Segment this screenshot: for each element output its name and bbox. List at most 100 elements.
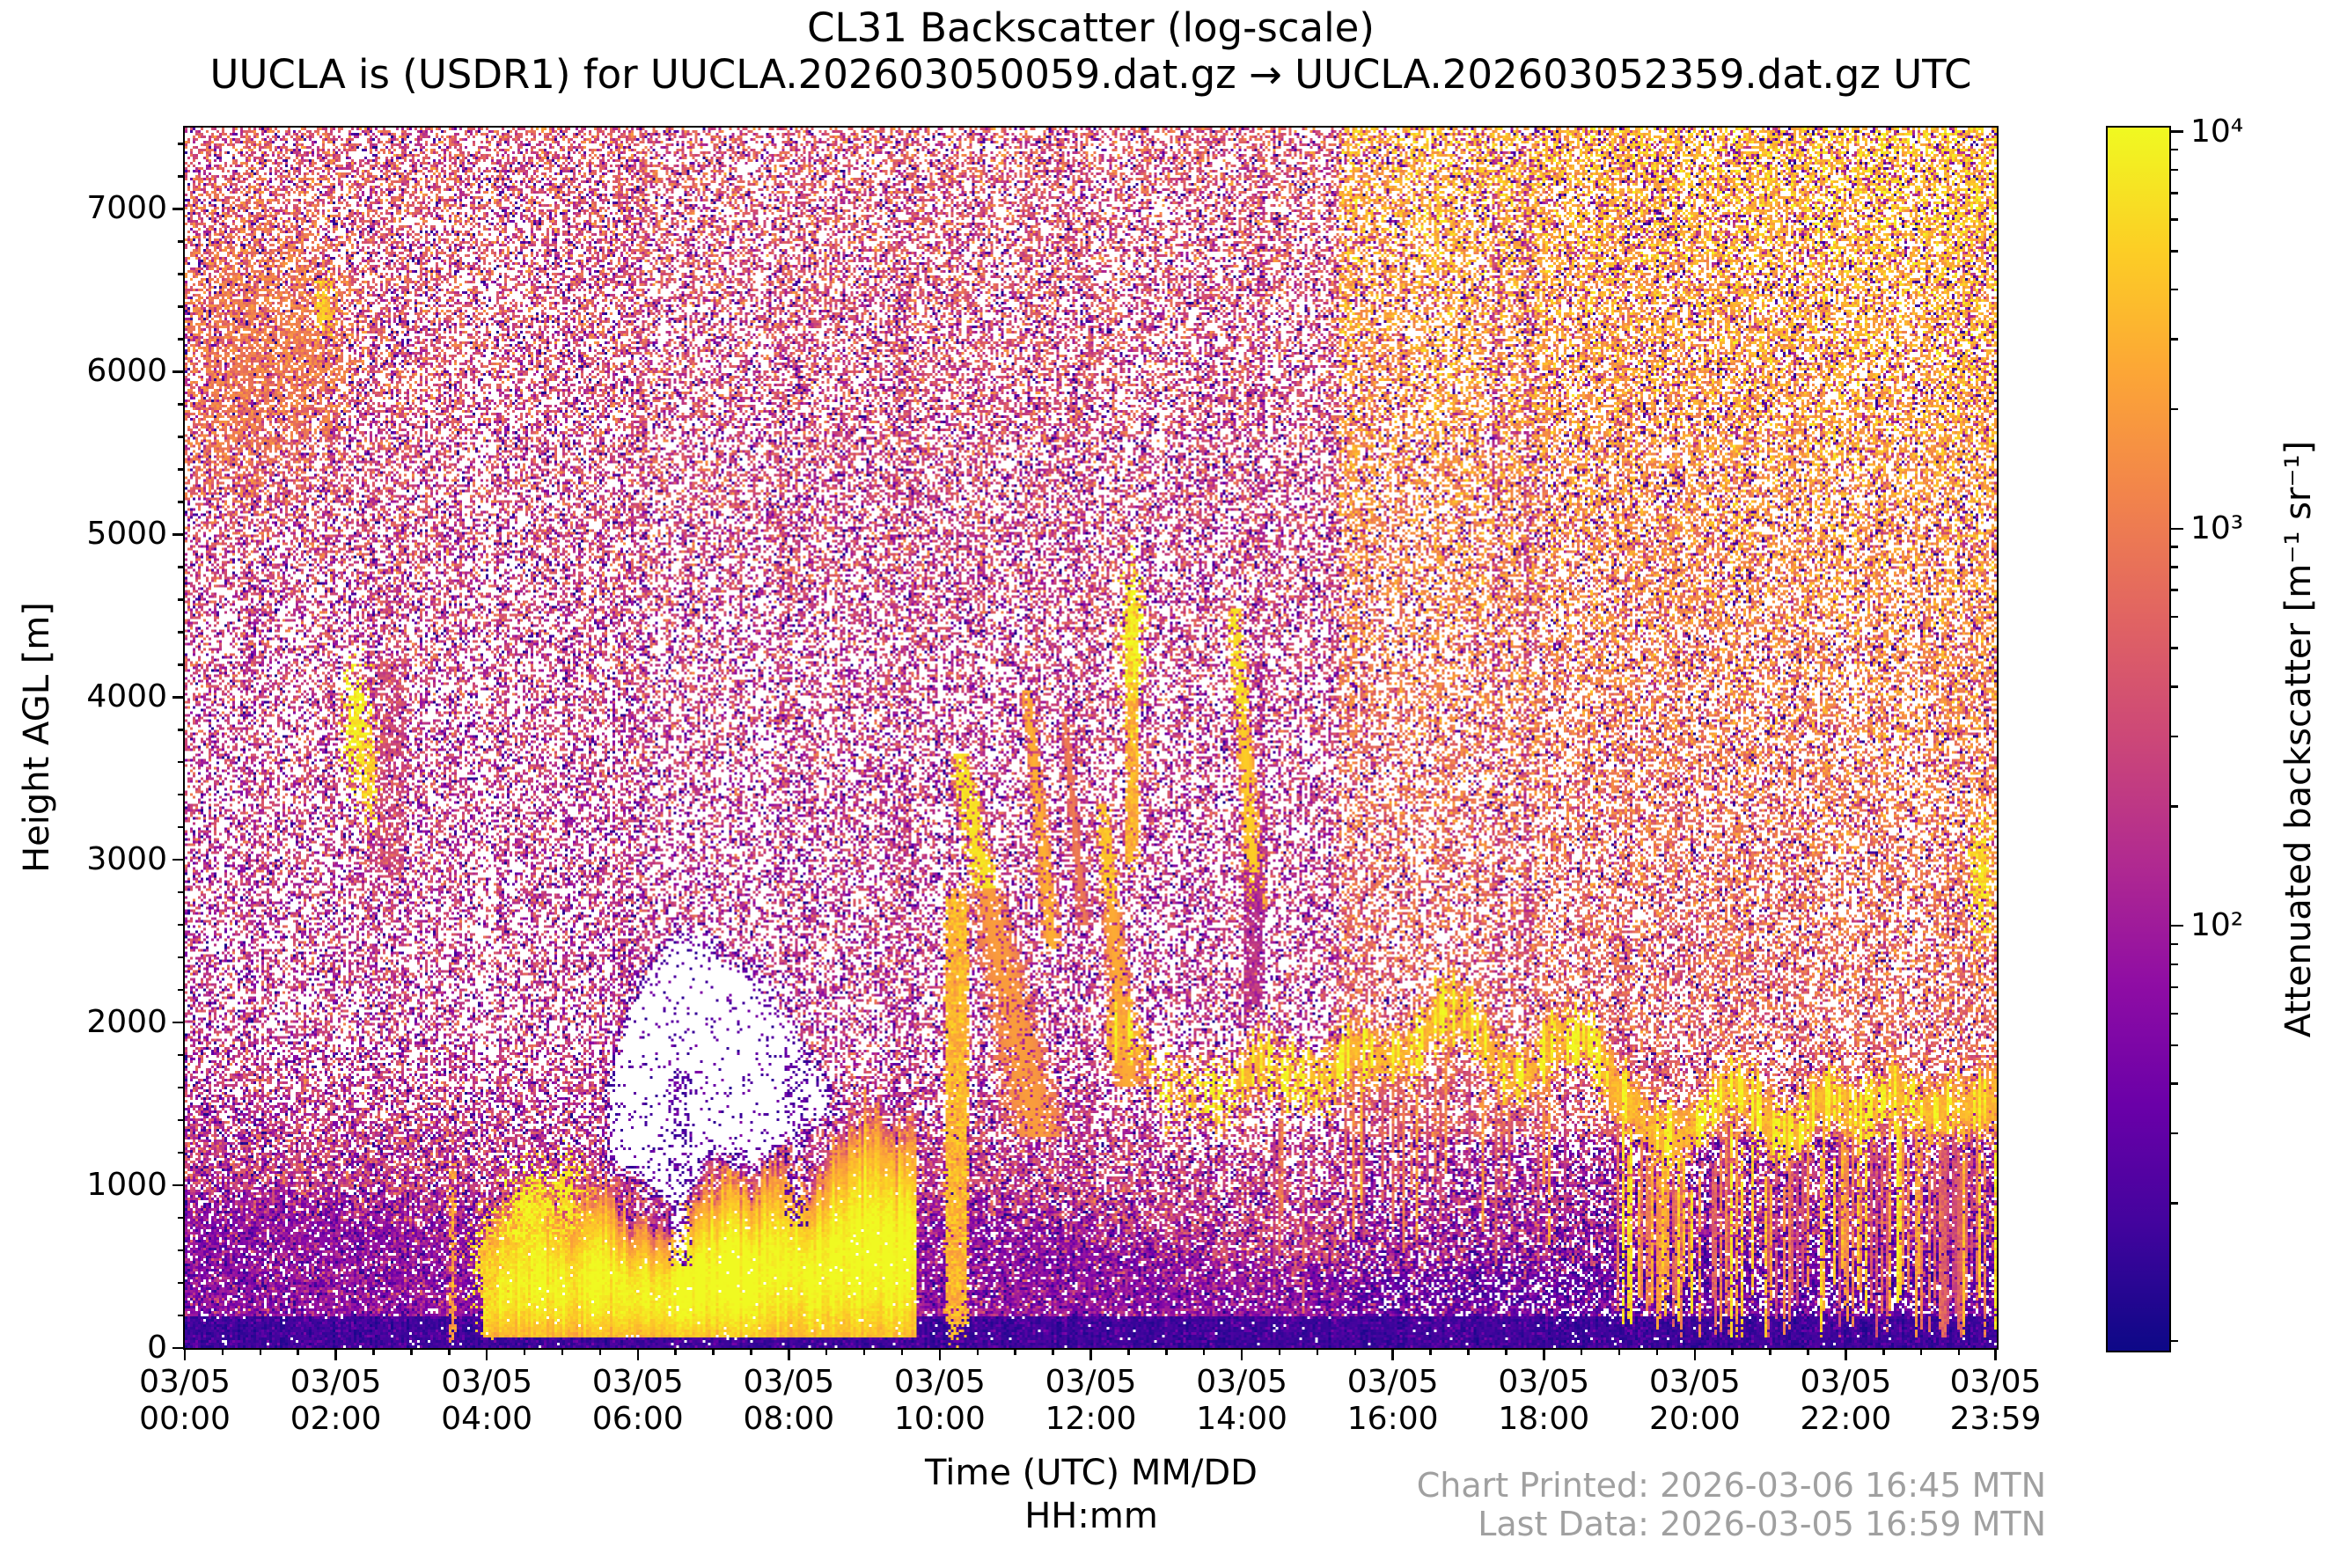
x-tick-minor: [1127, 1348, 1130, 1355]
x-tick-major: [1240, 1348, 1243, 1360]
y-tick-minor: [178, 988, 185, 992]
x-tick-minor: [1429, 1348, 1432, 1355]
y-tick-minor: [178, 501, 185, 503]
x-tick-label: 03/05 02:00: [257, 1364, 415, 1438]
x-tick-label: 03/05 22:00: [1766, 1364, 1925, 1438]
colorbar-tick-minor: [2171, 805, 2178, 808]
y-tick-label: 6000: [86, 353, 167, 390]
y-tick-minor: [178, 305, 185, 308]
x-tick-label: 03/05 12:00: [1012, 1364, 1170, 1438]
x-tick-minor: [259, 1348, 262, 1355]
heatmap-canvas: [185, 128, 1997, 1348]
colorbar-tick-minor: [2171, 407, 2178, 411]
colorbar-tick-label: 10³: [2190, 509, 2244, 546]
colorbar-tick-minor: [2171, 1044, 2178, 1047]
x-tick-major: [1845, 1348, 1847, 1360]
colorbar-tick-minor: [2171, 615, 2178, 619]
x-tick-date: 03/05: [1498, 1364, 1590, 1400]
colorbar-tick-minor: [2171, 288, 2178, 291]
x-tick-time: 08:00: [743, 1401, 835, 1437]
y-tick-minor: [178, 403, 185, 406]
x-tick-minor: [1278, 1348, 1281, 1355]
x-tick-minor: [410, 1348, 413, 1355]
x-tick-minor: [750, 1348, 752, 1355]
x-tick-major: [938, 1348, 942, 1360]
x-tick-time: 06:00: [591, 1401, 684, 1437]
colorbar-tick-major: [2171, 924, 2183, 927]
x-tick-major: [1089, 1348, 1092, 1360]
x-tick-time: 18:00: [1498, 1401, 1590, 1437]
y-tick-major: [172, 370, 185, 373]
colorbar-tick-minor: [2171, 192, 2178, 194]
y-tick-minor: [178, 825, 185, 829]
y-tick-minor: [178, 1086, 185, 1089]
x-tick-minor: [1807, 1348, 1809, 1355]
y-tick-minor: [178, 143, 185, 145]
y-tick-minor: [178, 1281, 185, 1285]
x-axis-label-line1: Time (UTC) MM/DD: [925, 1453, 1258, 1493]
x-tick-minor: [900, 1348, 904, 1355]
y-tick-major: [172, 696, 185, 699]
colorbar-tick-minor: [2171, 985, 2178, 989]
y-tick-minor: [178, 793, 185, 796]
x-tick-minor: [297, 1348, 299, 1355]
colorbar-tick-minor: [2171, 148, 2178, 151]
colorbar-tick-minor: [2171, 1202, 2178, 1205]
x-tick-minor: [523, 1348, 526, 1355]
x-tick-date: 03/05: [1800, 1364, 1892, 1400]
x-tick-minor: [448, 1348, 451, 1355]
y-tick-minor: [178, 1053, 185, 1057]
x-tick-major: [485, 1348, 488, 1360]
x-tick-major: [1391, 1348, 1394, 1360]
x-tick-date: 03/05: [290, 1364, 382, 1400]
colorbar-tick-minor: [2171, 168, 2178, 172]
y-tick-minor: [178, 436, 185, 438]
colorbar-tick-minor: [2171, 546, 2178, 548]
x-tick-date: 03/05: [743, 1364, 835, 1400]
x-tick-minor: [1882, 1348, 1885, 1355]
x-tick-minor: [1052, 1348, 1054, 1355]
x-tick-date: 03/05: [1196, 1364, 1287, 1400]
x-tick-minor: [862, 1348, 866, 1355]
colorbar-tick-minor: [2171, 735, 2178, 738]
y-tick-label: 2000: [86, 1004, 167, 1041]
x-tick-time: 00:00: [139, 1401, 231, 1437]
y-tick-label: 4000: [86, 678, 167, 715]
x-tick-minor: [1731, 1348, 1734, 1355]
x-tick-minor: [1165, 1348, 1168, 1355]
x-tick-major: [183, 1348, 187, 1360]
y-tick-minor: [178, 760, 185, 764]
x-tick-minor: [1957, 1348, 1961, 1355]
y-tick-major: [172, 1021, 185, 1024]
x-tick-minor: [825, 1348, 828, 1355]
y-tick-label: 7000: [86, 190, 167, 227]
y-tick-minor: [178, 240, 185, 243]
x-tick-label: 03/05 14:00: [1163, 1364, 1321, 1438]
x-tick-time: 14:00: [1196, 1401, 1287, 1437]
x-tick-date: 03/05: [139, 1364, 231, 1400]
x-tick-major: [1994, 1348, 1997, 1360]
x-tick-minor: [1580, 1348, 1583, 1355]
x-tick-time: 02:00: [290, 1401, 382, 1437]
y-tick-minor: [178, 956, 185, 959]
x-tick-date: 03/05: [1346, 1364, 1439, 1400]
colorbar-tick-minor: [2171, 685, 2178, 688]
x-tick-time: 10:00: [894, 1401, 986, 1437]
x-tick-date: 03/05: [894, 1364, 986, 1400]
x-tick-date: 03/05: [591, 1364, 684, 1400]
y-tick-major: [172, 858, 185, 861]
colorbar-tick-minor: [2171, 1082, 2178, 1085]
y-tick-label: 0: [147, 1330, 167, 1366]
x-tick-time: 23:59: [1949, 1401, 2042, 1437]
y-tick-minor: [178, 1151, 185, 1154]
colorbar-tick-label: 10⁴: [2190, 113, 2244, 150]
colorbar-tick-minor: [2171, 338, 2178, 341]
colorbar-tick-minor: [2171, 218, 2178, 221]
colorbar-tick-major: [2171, 130, 2183, 133]
colorbar-tick-label: 10²: [2190, 907, 2244, 944]
y-tick-minor: [178, 468, 185, 471]
x-tick-label: 03/05 23:59: [1917, 1364, 2075, 1438]
x-tick-label: 03/05 10:00: [861, 1364, 1019, 1438]
x-tick-minor: [561, 1348, 564, 1355]
